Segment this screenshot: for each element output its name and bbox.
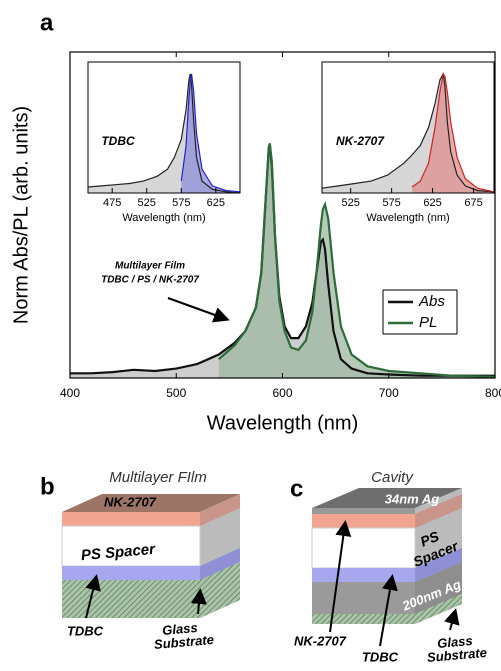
- x-tick-label: 625: [423, 197, 441, 209]
- series-line: [411, 72, 495, 193]
- area-fill: [218, 143, 496, 378]
- series-line: [218, 143, 496, 378]
- x-tick-label: 600: [272, 386, 292, 400]
- x-tick-label: 575: [172, 197, 190, 209]
- annotation: Multilayer Film: [115, 261, 185, 272]
- y-axis-label: Norm Abs/PL (arb. units): [10, 106, 32, 324]
- area-fill: [181, 73, 240, 193]
- diagram-title: Cavity: [371, 469, 414, 486]
- layer-label: 34nm Ag: [385, 491, 439, 506]
- plot-frame: [87, 61, 241, 194]
- x-tick-label: 800: [485, 386, 501, 400]
- top-face: [62, 494, 240, 512]
- panel-label: c: [290, 475, 303, 502]
- callout: TDBC: [362, 649, 399, 664]
- x-tick-label: 475: [103, 197, 121, 209]
- layer: [62, 512, 200, 526]
- layer-label: PS Spacer: [80, 541, 157, 565]
- x-tick-label: 400: [60, 386, 80, 400]
- inset-label: TDBC: [101, 134, 135, 148]
- layer: [62, 566, 200, 580]
- x-tick-label: 700: [379, 386, 399, 400]
- series-line: [180, 73, 241, 193]
- legend-box: [382, 289, 458, 335]
- legend-label: PL: [419, 314, 437, 331]
- annotation-arrow: [167, 297, 230, 323]
- callout: Glass: [437, 633, 474, 651]
- callout: Substrate: [153, 632, 214, 652]
- x-tick-label: 500: [166, 386, 186, 400]
- x-tick-label: 575: [382, 197, 400, 209]
- layer-label: NK-2707: [104, 494, 157, 509]
- layer-label: PS: [418, 528, 442, 550]
- x-tick-label: 625: [207, 197, 225, 209]
- x-axis-label: Wavelength (nm): [366, 212, 449, 224]
- callout: TDBC: [67, 623, 104, 638]
- series-line: [321, 72, 495, 193]
- plot-frame: [321, 61, 495, 194]
- legend-label: Abs: [418, 293, 445, 310]
- layer: [62, 580, 200, 618]
- diagram-b: b Multilayer FIlm NK-2707 PS Spacer TDBC…: [40, 469, 240, 652]
- x-axis-label: Wavelength (nm): [207, 412, 359, 434]
- callout: NK-2707: [294, 633, 347, 648]
- x-tick-label: 525: [341, 197, 359, 209]
- x-tick-label: 675: [464, 197, 482, 209]
- diagram-c: c Cavity 34nm Ag PS Spacer 200nm Ag NK-2…: [290, 469, 487, 665]
- inset-label: NK-2707: [336, 134, 385, 148]
- callout: Substrate: [426, 645, 487, 665]
- area-fill: [412, 73, 494, 193]
- top-face: [312, 488, 462, 508]
- callout: Glass: [162, 620, 199, 638]
- diagram-title: Multilayer FIlm: [109, 469, 207, 486]
- series-line: [87, 73, 241, 194]
- annotation: TDBC / PS / NK-2707: [101, 275, 199, 286]
- x-axis-label: Wavelength (nm): [122, 212, 205, 224]
- panel-label: b: [40, 473, 55, 500]
- x-tick-label: 525: [138, 197, 156, 209]
- panel-label: a: [40, 9, 54, 36]
